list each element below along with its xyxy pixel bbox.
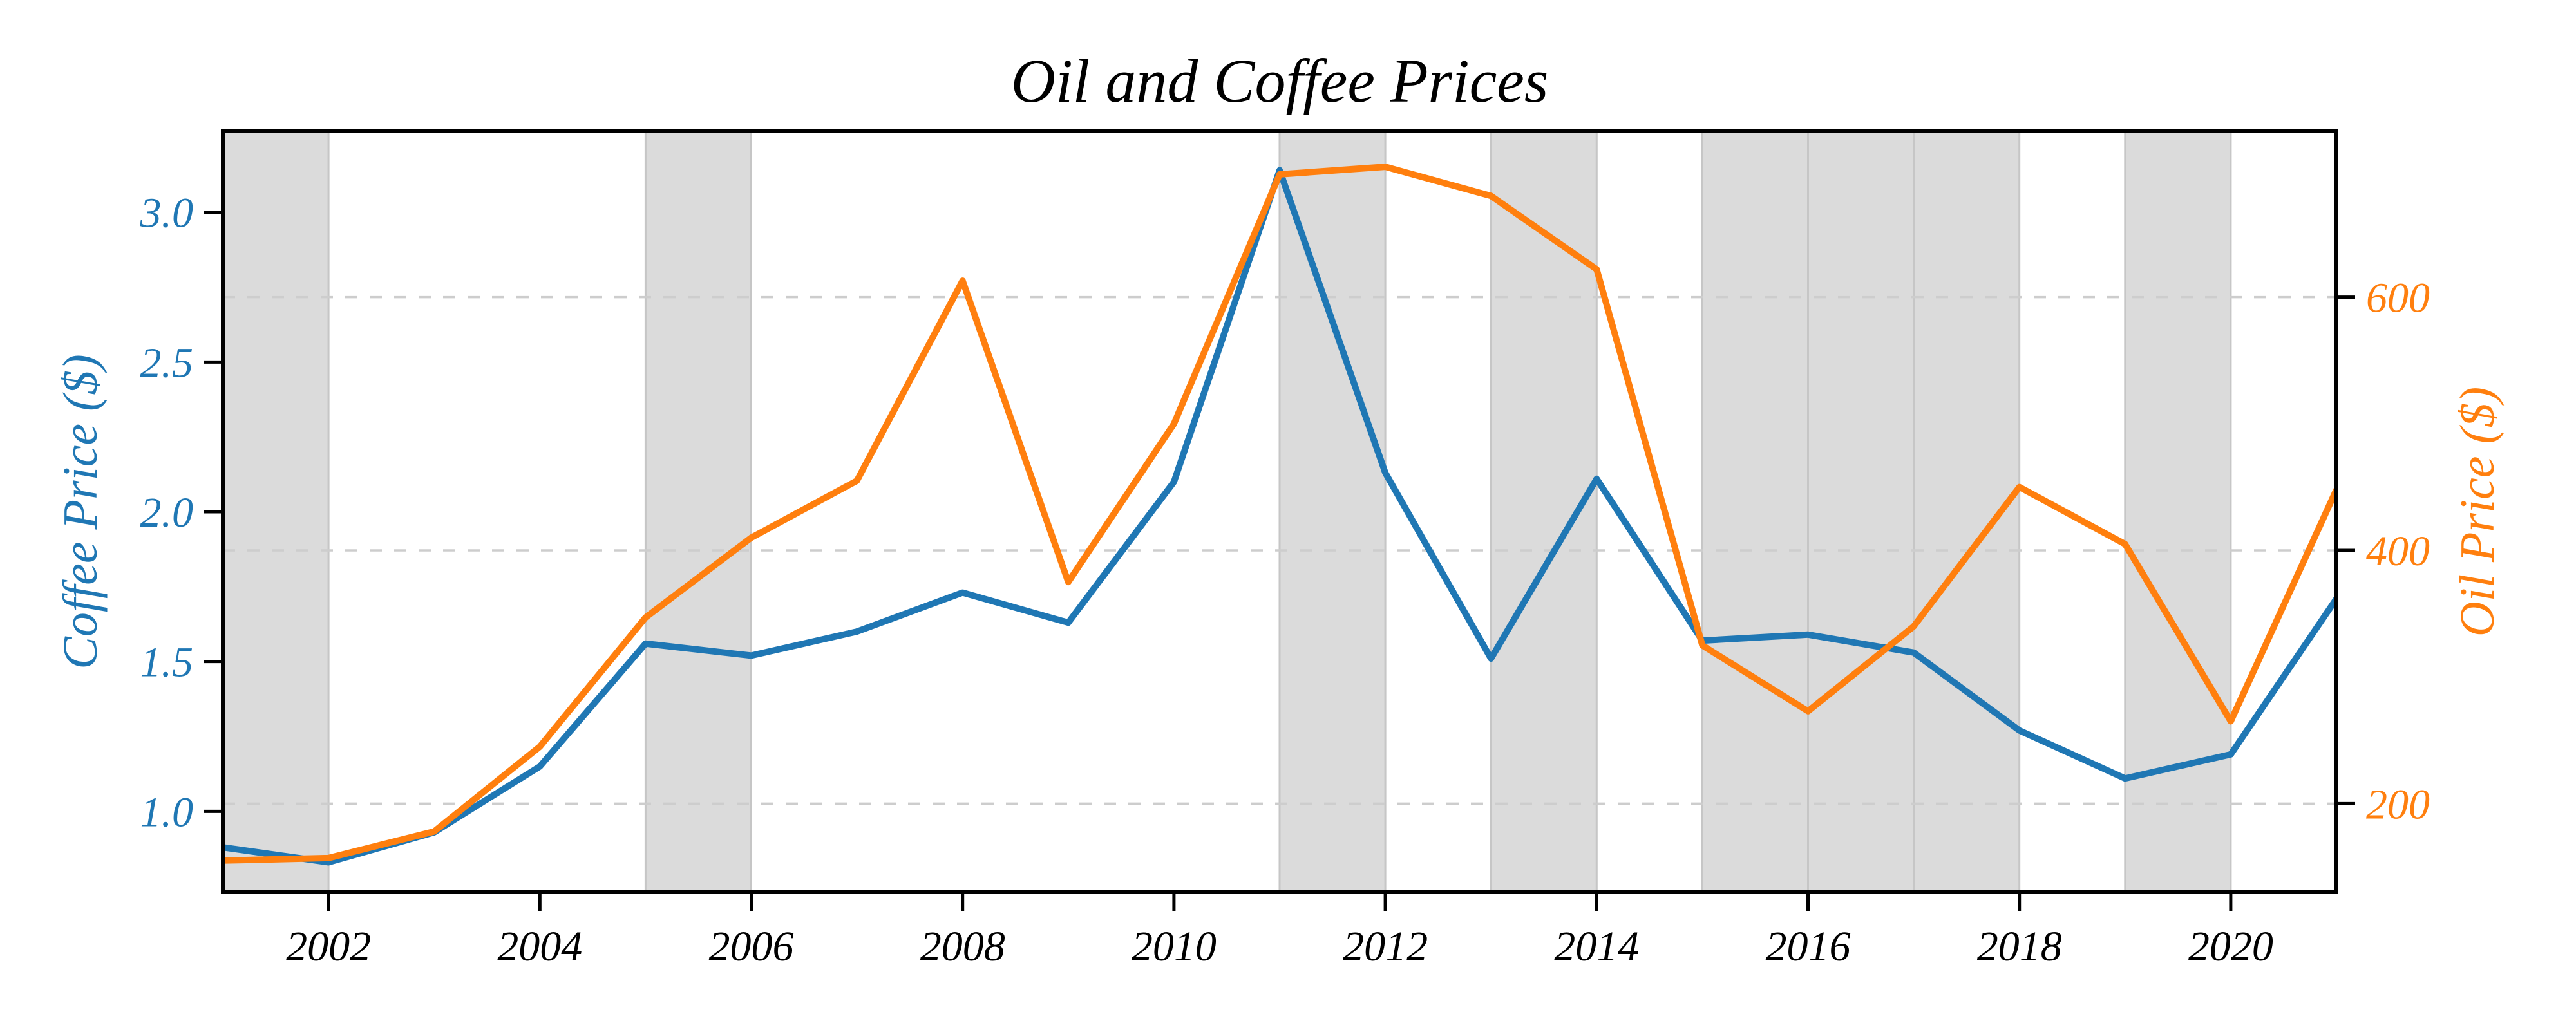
x-tick-label: 2014 xyxy=(1554,923,1639,970)
shaded-band xyxy=(1702,131,1808,892)
left-tick-label: 1.0 xyxy=(140,789,194,836)
axis-tick-marks xyxy=(204,211,2355,911)
x-tick-label: 2020 xyxy=(2188,923,2273,970)
left-axis-label: Coffee Price ($) xyxy=(53,354,108,670)
plot-border xyxy=(221,129,2338,894)
shaded-band xyxy=(1808,131,1914,892)
left-tick-label: 2.5 xyxy=(140,339,194,386)
left-tick-label: 2.0 xyxy=(140,489,194,536)
left-tick-label: 3.0 xyxy=(140,190,194,237)
series-line-coffee xyxy=(223,167,2336,866)
x-tick-label: 2018 xyxy=(1977,923,2062,970)
chart-title: Oil and Coffee Prices xyxy=(1011,46,1549,115)
x-tick-label: 2012 xyxy=(1343,923,1428,970)
gridlines xyxy=(223,295,2336,805)
right-tick-label: 600 xyxy=(2366,275,2430,322)
shaded-band xyxy=(1280,131,1386,892)
x-tick-label: 2006 xyxy=(709,923,794,970)
x-tick-label: 2016 xyxy=(1766,923,1851,970)
x-tick-label: 2010 xyxy=(1132,923,1217,970)
x-tick-label: 2002 xyxy=(286,923,371,970)
series-lines xyxy=(223,164,2336,866)
right-axis-label: Oil Price ($) xyxy=(2450,387,2505,637)
series-line-oil xyxy=(223,164,2336,864)
shaded-band xyxy=(223,131,329,892)
right-tick-label: 200 xyxy=(2366,781,2430,828)
x-tick-label: 2004 xyxy=(497,923,582,970)
shaded-band xyxy=(645,131,752,892)
axis-tick-labels: 2002 2004 2006 2008 2010 2012 2014 2016 2018 2020… xyxy=(140,190,2430,970)
left-tick-label: 1.5 xyxy=(140,639,194,686)
right-tick-label: 400 xyxy=(2366,528,2430,575)
x-tick-label: 2008 xyxy=(920,923,1005,970)
